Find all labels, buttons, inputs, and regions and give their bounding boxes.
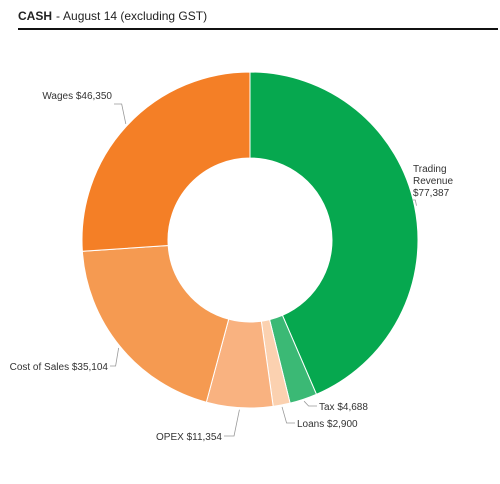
- chart-title: CASH: [18, 9, 53, 23]
- leader-line-loans: [281, 406, 295, 424]
- donut-slices: [81, 71, 419, 409]
- chart-header: CASH - August 14 (excluding GST): [18, 8, 498, 30]
- slice-label-loans: Loans $2,900: [297, 419, 358, 430]
- slice-label-wages: Wages $46,350: [42, 91, 112, 102]
- slice-cost-of-sales[interactable]: [81, 244, 230, 403]
- slice-label-cost-of-sales: Cost of Sales $35,104: [10, 362, 109, 373]
- slice-label-tax: Tax $4,688: [319, 402, 368, 413]
- slice-wages[interactable]: [81, 71, 251, 252]
- leader-line-tax: [303, 400, 317, 407]
- leader-line-trading-revenue: [413, 199, 417, 206]
- leader-line-opex: [224, 409, 240, 437]
- slice-label-trading-revenue: Trading Revenue $77,387: [413, 164, 453, 199]
- leader-line-cost-of-sales: [110, 347, 120, 367]
- chart-subtitle: August 14 (excluding GST): [63, 9, 208, 23]
- slice-trading-revenue[interactable]: [249, 71, 419, 395]
- title-separator: -: [56, 9, 61, 23]
- label-leader-lines: [110, 103, 417, 437]
- leader-line-wages: [114, 103, 127, 124]
- slice-labels: Trading Revenue $77,387 Tax $4,688 Loans $2,…: [10, 91, 454, 443]
- slice-label-opex: OPEX $11,354: [156, 432, 222, 443]
